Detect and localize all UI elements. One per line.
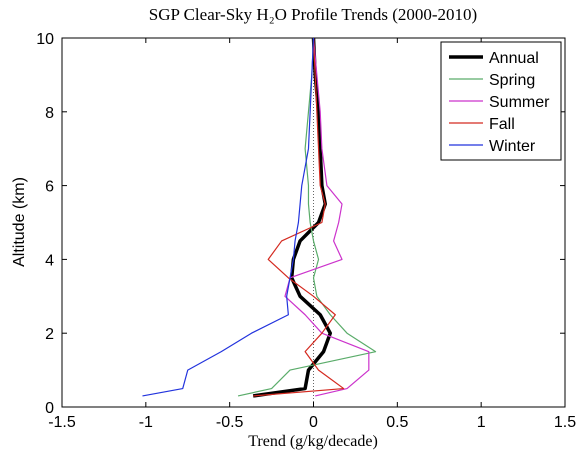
legend-label: Fall [489,116,515,133]
y-axis-label: Altitude (km) [11,177,28,267]
x-tick-label: -1.5 [48,414,76,431]
y-tick-label: 0 [45,400,54,417]
y-tick-label: 8 [45,105,54,122]
x-tick-label: 1.5 [554,414,576,431]
y-tick-label: 2 [45,326,54,343]
legend-label: Annual [489,50,539,67]
chart-title: SGP Clear-Sky H₂O Profile Trends (2000-2… [149,5,477,24]
series-line [142,37,315,397]
series-line [253,37,345,397]
x-tick-label: 1 [477,414,486,431]
x-tick-label: 0 [309,414,318,431]
y-tick-label: 6 [45,179,54,196]
x-tick-label: -1 [139,414,153,431]
legend-label: Spring [489,72,535,89]
legend-label: Summer [489,94,550,111]
y-tick-label: 4 [45,252,54,269]
x-tick-label: -0.5 [216,414,244,431]
legend-label: Winter [489,138,536,155]
x-axis-label: Trend (g/kg/decade) [248,433,378,450]
series-line [237,37,377,397]
x-tick-label: 0.5 [386,414,408,431]
y-tick-label: 10 [36,31,54,48]
series-line [284,37,370,397]
